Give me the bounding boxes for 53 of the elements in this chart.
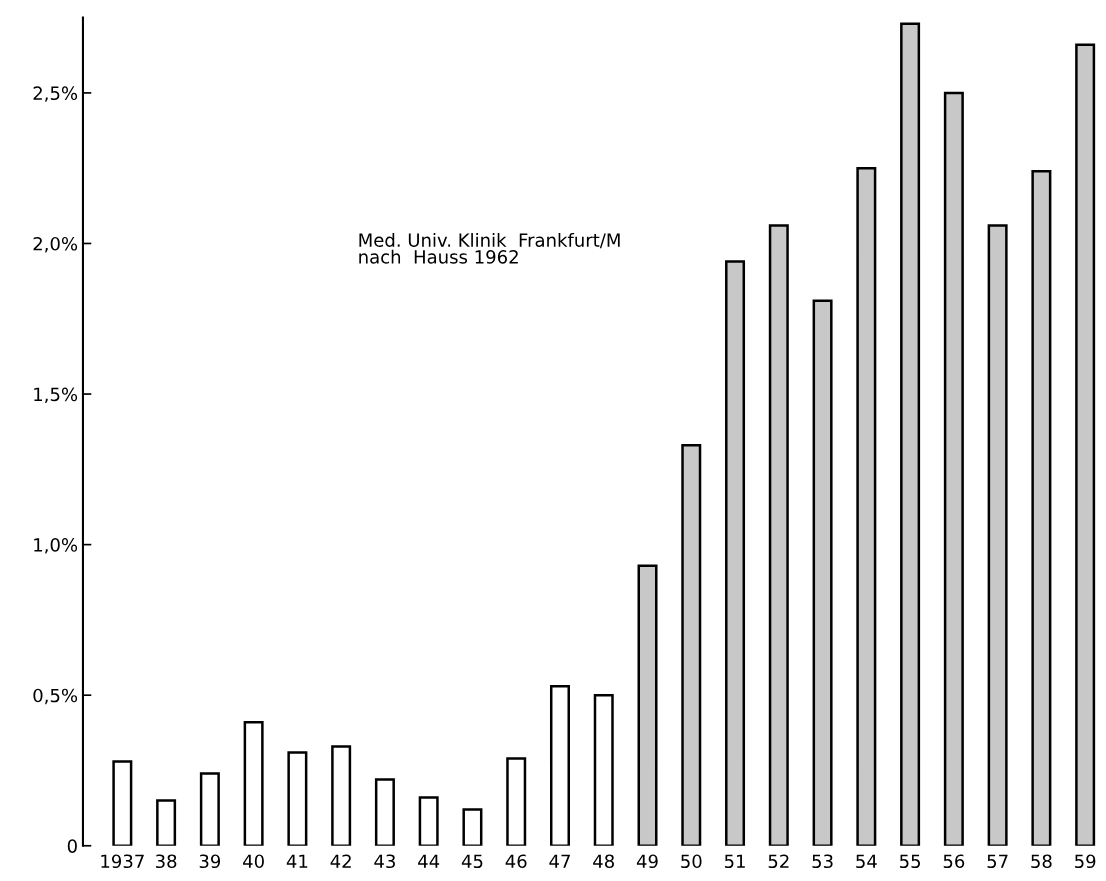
x-tick-label: 39 (199, 854, 221, 869)
x-tick-label: 41 (286, 854, 308, 868)
bar (331, 745, 352, 846)
y-tick-label: 0 (67, 839, 77, 853)
bar (681, 443, 702, 846)
bar (987, 224, 1008, 846)
x-tick-label: 42 (330, 854, 351, 868)
annotation: Med. Univ. Klinik Frankfurt/M nach Hauss 1962 (359, 232, 620, 264)
x-tick-label: 58 (1031, 854, 1052, 869)
bar (593, 693, 614, 846)
x-tick-label: 53 (812, 854, 833, 869)
x-tick-label: 46 (505, 854, 527, 869)
bar (287, 751, 308, 846)
y-tick-label: 1,0% (34, 538, 78, 554)
x-tick-label: 59 (1075, 854, 1096, 869)
x-tick-label: 49 (636, 854, 658, 869)
x-tick-label: 54 (856, 854, 877, 869)
y-tick-label: 2,0% (33, 236, 78, 253)
x-tick-label: 55 (900, 854, 921, 869)
x-tick-label: 44 (418, 854, 440, 868)
y-tick-label: 0,5% (33, 688, 78, 705)
x-tick-label: 56 (943, 854, 965, 869)
bar (374, 778, 395, 846)
bar (856, 166, 877, 846)
bar (943, 91, 964, 846)
bar (900, 22, 921, 846)
x-tick-label: 40 (243, 854, 264, 869)
bar (506, 757, 527, 846)
x-tick-label: 50 (681, 854, 702, 869)
x-tick-label: 48 (593, 854, 614, 869)
bar (1031, 169, 1052, 846)
x-tick-label: 51 (724, 854, 745, 869)
bar (462, 808, 483, 846)
x-tick-label: 47 (549, 854, 570, 868)
y-tick-label: 2,5% (33, 86, 78, 102)
bar (112, 760, 133, 846)
bar (1075, 43, 1096, 846)
bar (199, 772, 220, 846)
x-tick-label: 52 (768, 854, 789, 869)
x-tick-label: 38 (155, 854, 177, 869)
x-tick-label: 45 (461, 854, 483, 869)
bar (418, 796, 439, 846)
x-tick-label: 57 (987, 854, 1008, 869)
bar (549, 684, 570, 846)
bar (156, 799, 177, 846)
bar (637, 564, 658, 846)
x-tick-label: 1937 (101, 854, 144, 869)
bar (243, 721, 264, 846)
bar (768, 224, 789, 846)
bar (812, 299, 833, 846)
x-tick-label: 43 (374, 854, 395, 869)
bar (725, 260, 746, 846)
y-tick-label: 1,5% (34, 387, 78, 404)
